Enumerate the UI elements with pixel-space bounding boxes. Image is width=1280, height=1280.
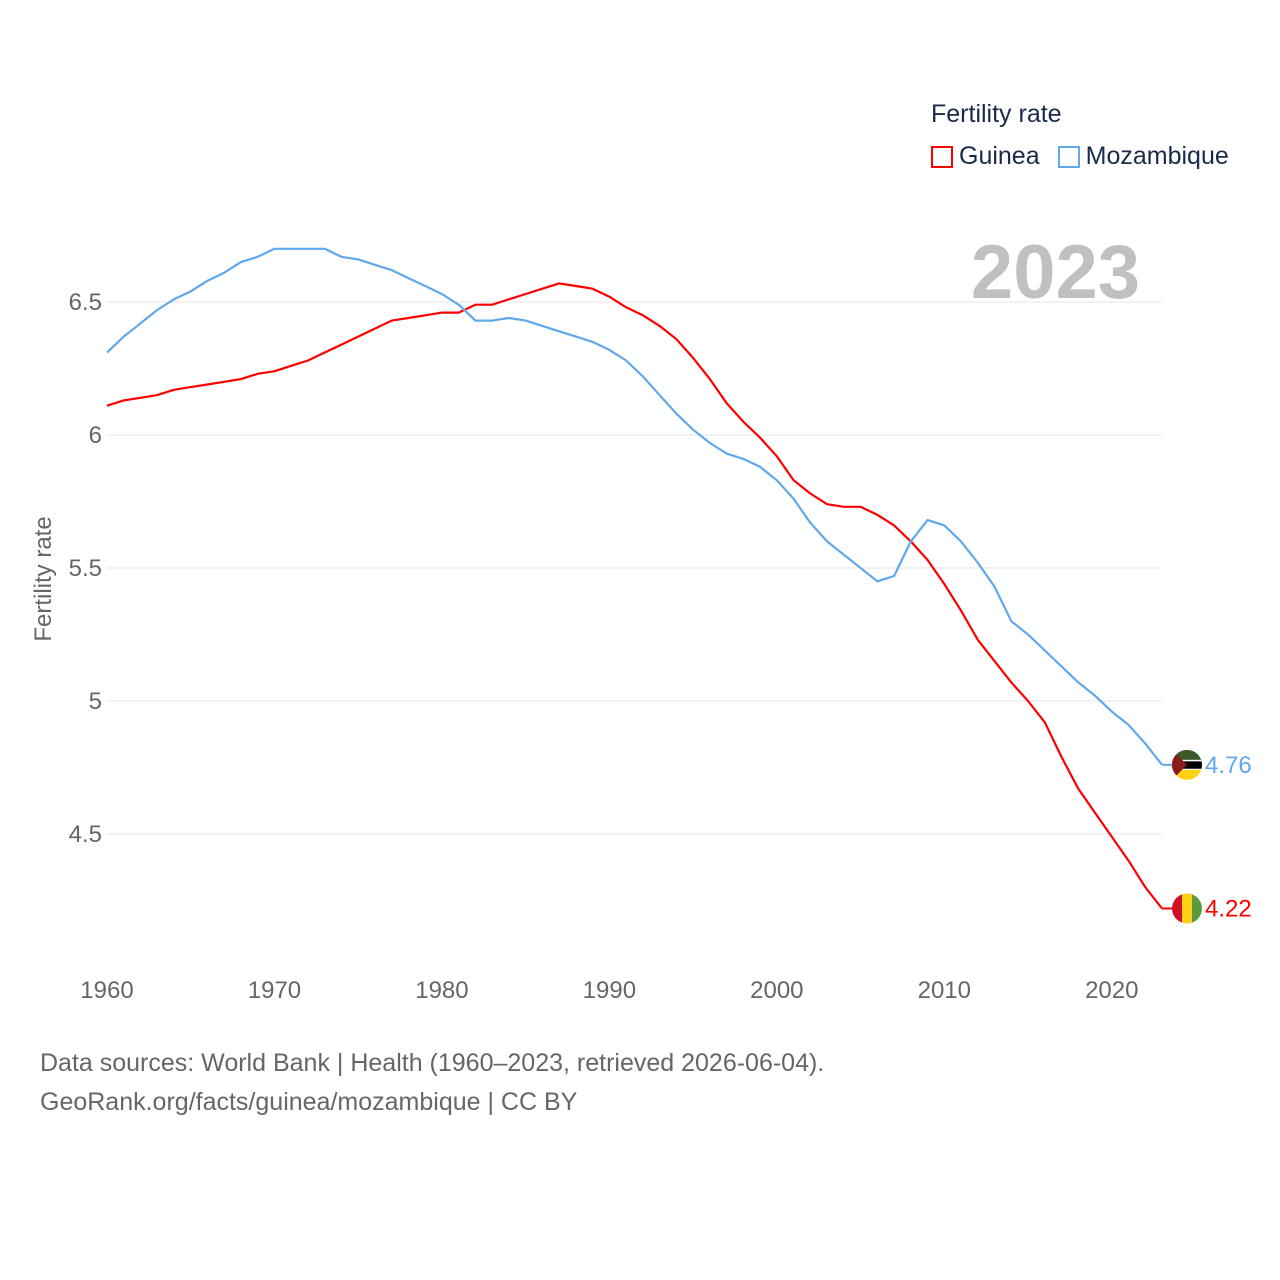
x-tick-label: 1960	[80, 977, 133, 1004]
y-tick-label: 5.5	[69, 555, 102, 582]
y-tick-label: 5	[89, 688, 102, 715]
x-tick-label: 1970	[248, 977, 301, 1004]
source-line-1: Data sources: World Bank | Health (1960–…	[40, 1049, 825, 1077]
series-line-guinea	[106, 282, 1163, 910]
x-tick-label: 2000	[750, 977, 803, 1004]
series-line-mozambique	[106, 247, 1163, 766]
end-value-label-guinea: 4.22	[1205, 895, 1252, 922]
legend-label-mozambique: Mozambique	[1085, 142, 1229, 170]
mozambique-flag-icon	[1172, 749, 1202, 780]
legend-title: Fertility rate	[931, 100, 1062, 128]
guinea-flag-icon	[1172, 893, 1202, 924]
source-line-2[interactable]: GeoRank.org/facts/guinea/mozambique | CC…	[40, 1088, 578, 1116]
y-axis-label: Fertility rate	[30, 516, 57, 641]
y-tick-label: 6	[89, 422, 102, 449]
legend: Guinea Mozambique	[931, 142, 1247, 171]
end-value-label-mozambique: 4.76	[1205, 752, 1252, 779]
y-tick-label: 6.5	[69, 289, 102, 316]
source-note: Data sources: World Bank | Health (1960–…	[40, 1044, 824, 1122]
legend-item-mozambique[interactable]: Mozambique	[1057, 142, 1229, 171]
year-watermark: 2023	[971, 230, 1140, 315]
x-tick-label: 2010	[918, 977, 971, 1004]
x-tick-label: 1980	[415, 977, 468, 1004]
legend-swatch-mozambique	[1057, 145, 1080, 168]
legend-item-guinea[interactable]: Guinea	[931, 142, 1040, 171]
legend-label-guinea: Guinea	[959, 142, 1040, 170]
legend-swatch-guinea	[931, 145, 953, 168]
y-tick-label: 4.5	[69, 821, 102, 848]
x-tick-label: 1990	[583, 977, 636, 1004]
x-tick-label: 2020	[1085, 977, 1138, 1004]
